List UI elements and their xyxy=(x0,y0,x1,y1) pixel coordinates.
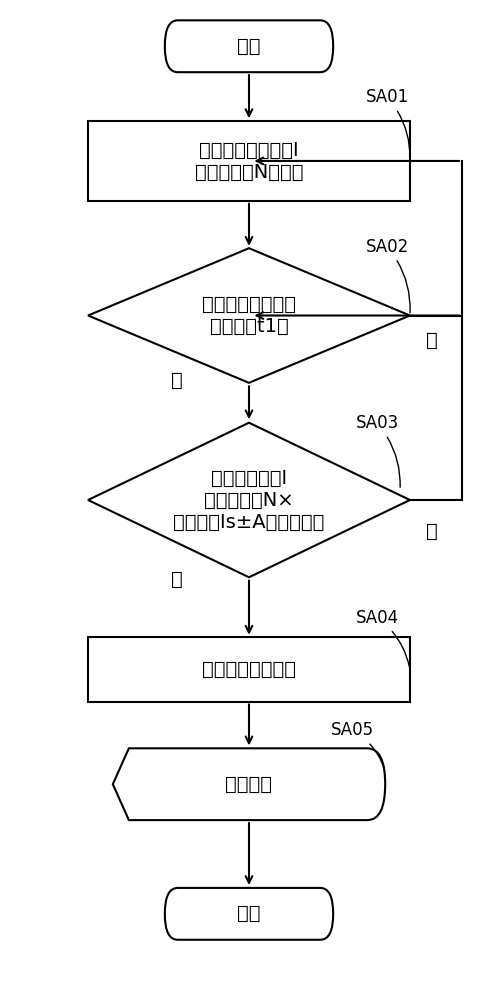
Polygon shape xyxy=(88,423,410,577)
FancyBboxPatch shape xyxy=(165,888,333,940)
FancyBboxPatch shape xyxy=(88,121,410,201)
Text: SA03: SA03 xyxy=(356,414,400,487)
FancyBboxPatch shape xyxy=(88,637,410,702)
Text: 从测定开始经过了
预定时间t1？: 从测定开始经过了 预定时间t1？ xyxy=(202,295,296,336)
Polygon shape xyxy=(88,248,410,383)
Text: SA02: SA02 xyxy=(366,238,410,313)
Text: 开始加工时的电流I
和放电次数N的测定: 开始加工时的电流I 和放电次数N的测定 xyxy=(195,140,303,181)
Text: 结束: 结束 xyxy=(237,904,261,923)
Text: SA05: SA05 xyxy=(331,721,384,769)
PathPatch shape xyxy=(113,748,385,820)
Text: 是: 是 xyxy=(171,371,183,390)
Text: SA04: SA04 xyxy=(356,609,409,667)
Text: 否: 否 xyxy=(171,570,183,589)
Text: 否: 否 xyxy=(426,331,438,350)
Text: 判断为供电线恶化: 判断为供电线恶化 xyxy=(202,660,296,679)
FancyBboxPatch shape xyxy=(165,20,333,72)
Text: 开始: 开始 xyxy=(237,37,261,56)
Text: SA01: SA01 xyxy=(366,88,410,158)
Text: 显示警告: 显示警告 xyxy=(226,775,272,794)
Text: 加工时的电流I
与放电次数N×
基准电流Is±A大体相等？: 加工时的电流I 与放电次数N× 基准电流Is±A大体相等？ xyxy=(173,468,325,532)
Text: 是: 是 xyxy=(426,522,438,541)
